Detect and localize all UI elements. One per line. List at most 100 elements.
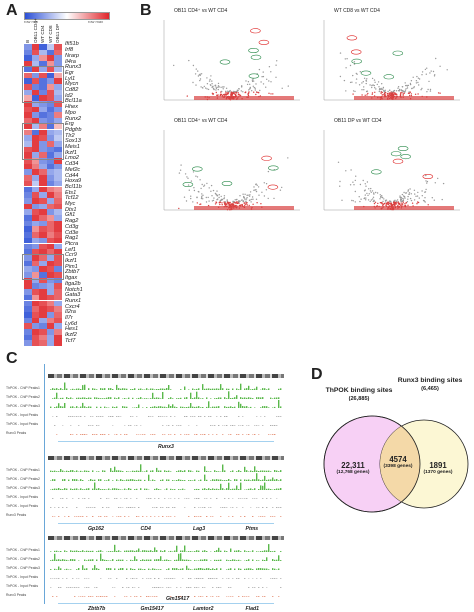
signal-bar: [216, 560, 217, 561]
volcano-point: [372, 92, 373, 93]
volcano-point: [405, 90, 406, 91]
signal-bar: [204, 416, 205, 417]
signal-bar: [242, 596, 243, 597]
signal-bar: [264, 388, 265, 390]
signal-bar: [140, 480, 141, 481]
volcano-point: [242, 194, 243, 195]
signal-bar: [220, 416, 221, 417]
signal-bar: [208, 578, 209, 579]
signal-bar: [98, 488, 99, 490]
volcano-point: [405, 192, 406, 193]
signal-bar: [80, 597, 81, 598]
volcano-point: [383, 203, 384, 204]
volcano-point: [375, 88, 376, 89]
volcano-point: [196, 68, 197, 69]
signal-bar: [214, 425, 215, 426]
volcano-point: [243, 200, 244, 201]
volcano-point: [178, 208, 179, 209]
signal-bar: [54, 508, 55, 509]
signal-bar: [156, 596, 157, 597]
signal-bar: [136, 398, 137, 399]
signal-bar: [168, 551, 169, 552]
signal-bar: [262, 587, 263, 588]
signal-bar: [138, 398, 139, 399]
signal-bar: [136, 516, 137, 517]
signal-bar: [214, 398, 215, 399]
volcano-point: [402, 204, 403, 205]
signal-bar: [140, 569, 141, 570]
signal-bar: [164, 407, 165, 408]
volcano-point: [361, 94, 362, 95]
signal-bar: [156, 389, 157, 390]
signal-bar: [254, 389, 255, 390]
volcano-point: [246, 202, 247, 203]
signal-bar: [118, 388, 119, 390]
signal-bar: [142, 389, 143, 390]
signal-bar: [234, 569, 235, 570]
signal-bar: [202, 560, 203, 561]
signal-bar: [254, 499, 255, 500]
signal-bar: [270, 398, 271, 399]
signal-bar: [102, 552, 103, 553]
volcano-point: [211, 87, 212, 88]
signal-bar: [142, 434, 143, 435]
signal-bar: [80, 488, 81, 490]
signal-bar: [110, 468, 111, 472]
signal-bar: [232, 398, 233, 399]
volcano-point: [180, 164, 181, 165]
signal-bar: [102, 434, 103, 435]
signal-bar: [140, 560, 141, 561]
signal-bar: [250, 480, 251, 481]
volcano-highlight: [393, 159, 403, 163]
signal-bar: [220, 384, 221, 390]
signal-bar: [276, 507, 277, 508]
signal-bar: [238, 389, 239, 390]
volcano-point: [188, 60, 189, 61]
volcano-point: [443, 183, 444, 184]
volcano-point: [384, 91, 385, 92]
signal-bar: [216, 597, 217, 598]
signal-bar: [206, 516, 207, 517]
signal-bar: [78, 398, 79, 399]
volcano-point: [215, 193, 216, 194]
signal-bar: [68, 471, 69, 472]
signal-bar: [118, 569, 119, 570]
signal-bar: [206, 559, 207, 561]
signal-bar: [78, 425, 79, 426]
signal-bar: [106, 596, 107, 597]
signal-bar: [280, 587, 281, 588]
volcano-point: [239, 205, 240, 206]
signal-bar: [52, 471, 53, 472]
signal-bar: [154, 569, 155, 570]
signal-bar: [72, 588, 73, 589]
volcano-point: [249, 194, 250, 195]
signal-bar: [276, 425, 277, 426]
volcano-point: [427, 89, 428, 90]
signal-bar: [174, 481, 175, 482]
volcano-point: [374, 85, 375, 86]
volcano-point: [363, 180, 364, 181]
signal-bar: [144, 569, 145, 570]
signal-bar: [86, 435, 87, 436]
signal-bar: [174, 507, 175, 508]
signal-bar: [70, 416, 71, 417]
signal-bar: [194, 389, 195, 390]
signal-bar: [120, 479, 121, 481]
volcano-point: [380, 202, 381, 203]
volcano-point: [195, 73, 196, 74]
volcano-point: [208, 89, 209, 90]
signal-bar: [62, 498, 63, 499]
signal-bar: [164, 498, 165, 499]
volcano-highlight: [220, 60, 230, 64]
signal-bar: [266, 489, 267, 490]
signal-bar: [230, 471, 231, 472]
volcano-point: [276, 60, 277, 61]
signal-bar: [266, 389, 267, 390]
volcano-point: [250, 201, 251, 202]
volcano-point: [275, 77, 276, 78]
volcano-point: [206, 197, 207, 198]
signal-bar: [174, 560, 175, 561]
volcano-point: [256, 92, 257, 93]
volcano-point: [209, 79, 210, 80]
gene-name-label: Gm15417: [141, 606, 164, 612]
